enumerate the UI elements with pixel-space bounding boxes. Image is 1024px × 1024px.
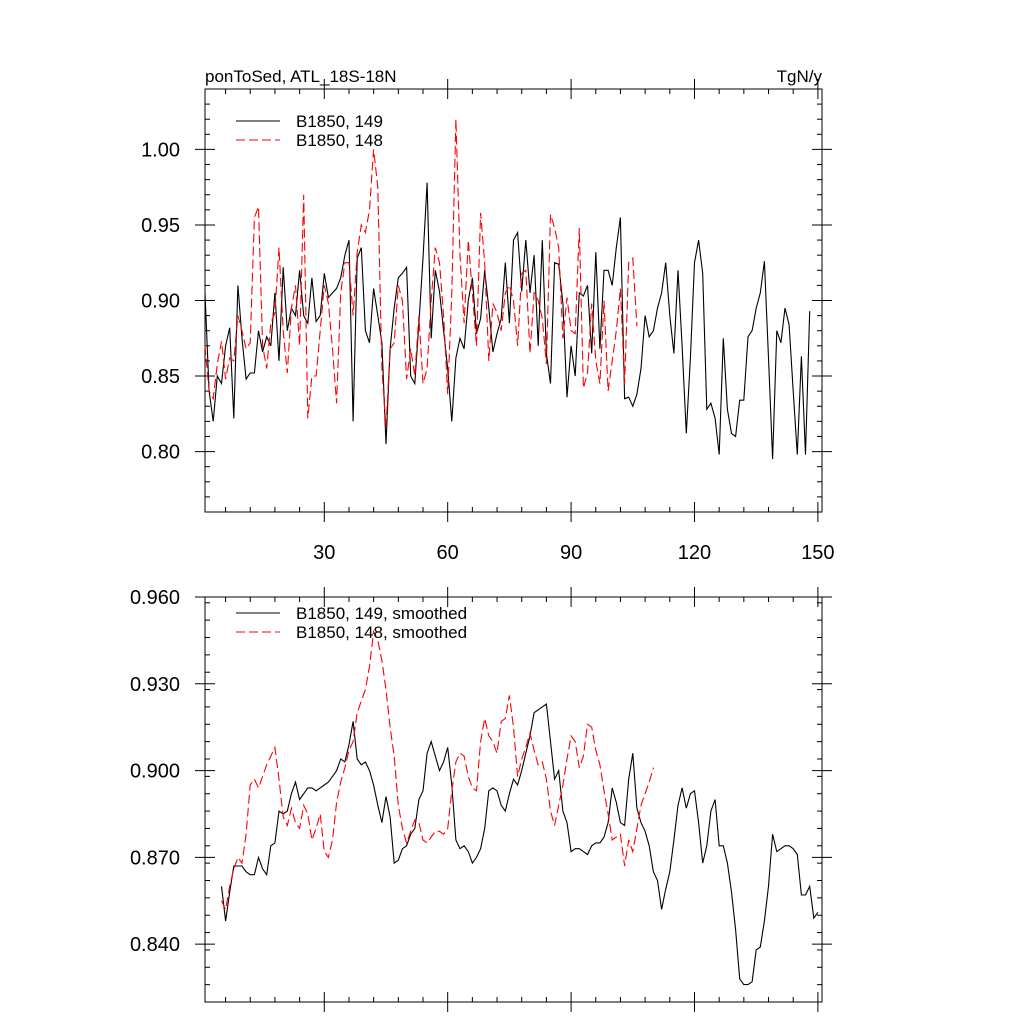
y-tick-label: 0.80 — [141, 442, 180, 464]
units-label: TgN/y — [777, 67, 823, 86]
legend-label-2: B1850, 148 — [296, 131, 383, 150]
bottom-panel: 0.840 0.870 0.900 0.930 0.960 B1850, 149, smo… — [130, 587, 832, 1012]
series-line-1 — [204, 182, 811, 460]
chart-title: ponToSed, ATL_18S-18N — [205, 67, 397, 86]
y-tick-label: 0.85 — [141, 366, 180, 388]
y-tick-label: 0.870 — [130, 847, 180, 869]
plot-frame — [204, 596, 823, 1003]
x-tick-label: 150 — [801, 542, 834, 564]
legend-label-2: B1850, 148, smoothed — [296, 623, 467, 642]
x-tick-label: 90 — [560, 542, 582, 564]
x-tick-label: 30 — [313, 542, 335, 564]
top-panel: 30 60 90 120 150 0.80 0.85 0.90 0.95 1.00 B1850, 1… — [141, 79, 835, 564]
y-tick-label: 0.900 — [130, 761, 180, 783]
x-tick-label: 120 — [678, 542, 711, 564]
series-line-2 — [204, 119, 638, 428]
y-tick-label: 0.930 — [130, 674, 180, 696]
series-line-2 — [221, 629, 654, 912]
series-line-1 — [220, 703, 819, 986]
y-tick-label: 0.95 — [141, 215, 180, 237]
y-tick-label: 0.840 — [130, 934, 180, 956]
y-tick-label: 0.90 — [141, 291, 180, 313]
y-tick-label: 1.00 — [141, 139, 180, 161]
legend-label-1: B1850, 149 — [296, 112, 383, 131]
legend-label-1: B1850, 149, smoothed — [296, 604, 467, 623]
x-tick-label: 60 — [437, 542, 459, 564]
y-tick-label: 0.960 — [130, 587, 180, 609]
